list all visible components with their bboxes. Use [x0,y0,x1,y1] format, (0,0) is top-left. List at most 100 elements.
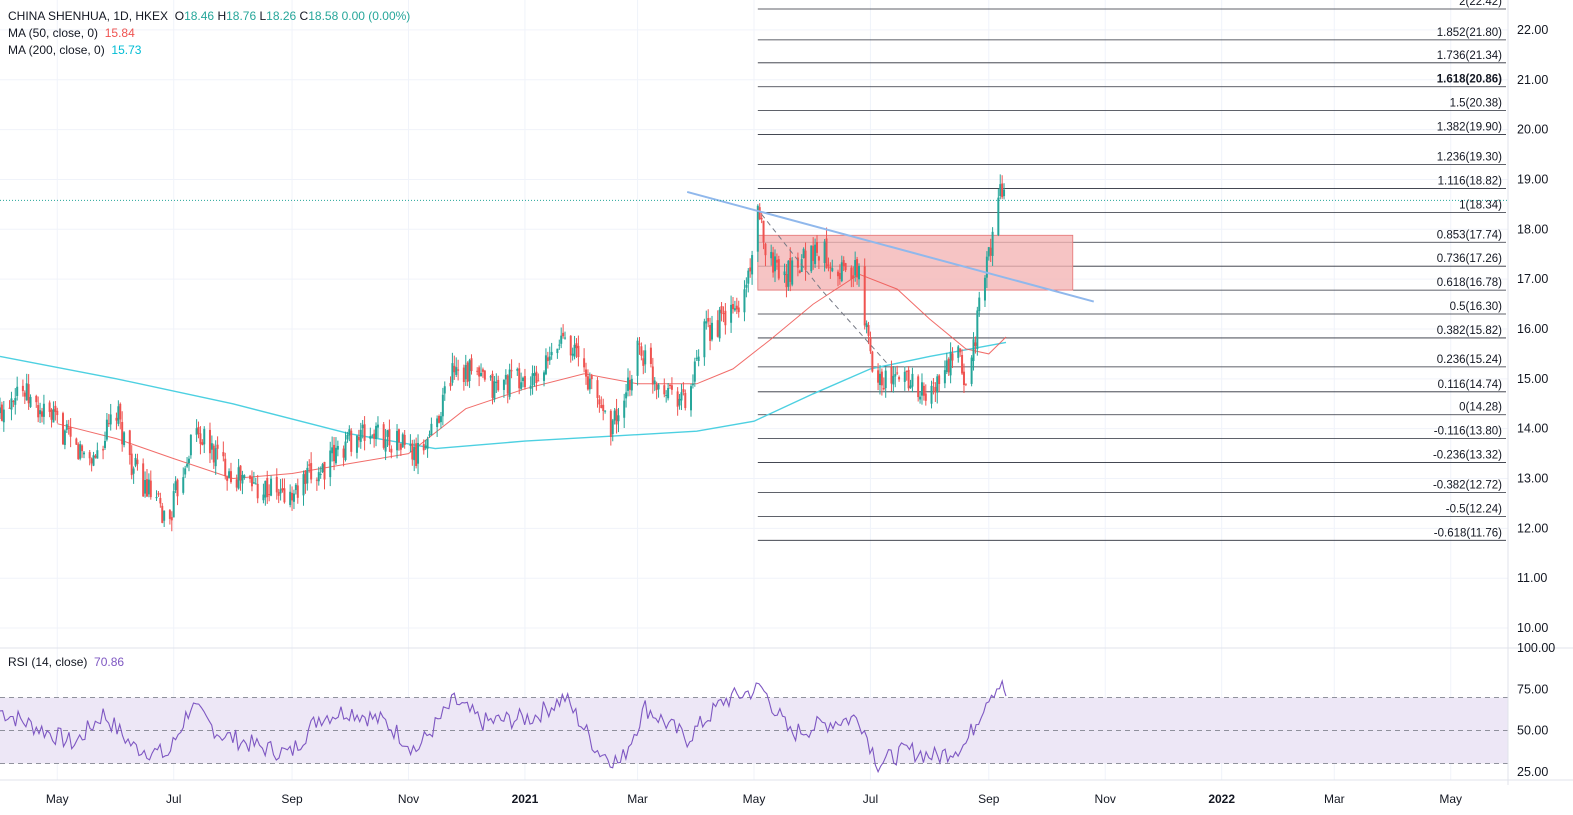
candle-body [491,373,494,398]
candle-body [464,365,467,380]
candle-body [21,385,24,392]
candle-body [14,398,17,405]
candle-body [250,477,253,487]
candle-body [628,380,631,390]
candle-body [531,373,534,386]
candle-body [331,447,334,454]
price-tick-label: 13.00 [1517,472,1548,486]
rsi-legend[interactable]: RSI (14, close) 70.86 [8,655,124,669]
low-value: 18.26 [266,9,297,23]
candle-body [934,386,937,393]
candle-body [508,369,511,397]
candle-body [411,443,414,460]
candle-body [228,471,231,478]
candle-body [623,400,626,418]
close-value: 18.58 [308,9,339,23]
candle-body [823,241,826,263]
candle-body [270,478,273,496]
candle-body [770,251,773,259]
candlesticks [0,174,1006,532]
symbol-name[interactable]: CHINA SHENHUA, 1D, HKEX [8,9,169,23]
candle-body [831,268,834,272]
candle-body [649,347,652,364]
candle-body [783,271,786,276]
candle-body [350,430,353,452]
candle-body [974,342,977,347]
candle-body [168,510,171,519]
candle-body [376,424,379,428]
candle-body [346,434,349,440]
candle-body [535,371,538,384]
time-tick-label: May [1439,792,1462,806]
candle-body [760,217,763,220]
candle-body [294,484,297,491]
price-tick-label: 18.00 [1517,222,1548,236]
candle-body [638,343,641,345]
ma200-legend[interactable]: MA (200, close, 0) 15.73 [8,43,141,57]
candle-body [669,384,672,386]
trendline[interactable] [686,190,1095,303]
ma50-value: 15.84 [104,26,135,40]
fib-level-label: 1.236(19.30) [1437,151,1502,163]
time-axis[interactable]: May Jul Sep Nov 2021 Mar May Jul Sep Nov 2022 Mar Ma… [46,792,1462,806]
ma50-legend[interactable]: MA (50, close, 0) 15.84 [8,26,135,40]
candle-body [455,367,458,375]
candle-body [319,474,322,476]
candle-body [275,476,278,493]
candle-body [892,375,895,385]
price-tick-label: 17.00 [1517,272,1548,286]
candle-body [199,433,202,444]
candle-body [56,410,59,416]
candle-body [476,370,479,372]
candle-body [575,343,578,349]
candle-body [890,366,893,384]
candle-body [510,370,513,372]
candle-body [302,474,305,496]
candle-body [373,433,376,439]
fib-level-label: 0.236(15.24) [1437,354,1502,366]
candle-body [415,443,418,466]
candle-body [1001,183,1004,198]
candle-body [976,310,979,350]
high-value: 18.76 [226,9,257,23]
candle-body [115,417,118,421]
time-tick-label: Sep [281,792,303,806]
candle-body [657,384,660,390]
candle-body [63,430,66,445]
candle-body [789,257,792,282]
candle-body [640,346,643,356]
candle-body [543,372,546,381]
candle-body [147,479,150,495]
candle-body [802,248,805,259]
candle-body [571,353,574,356]
candle-body [585,369,588,377]
price-axis[interactable]: 22.00 21.00 20.00 19.00 18.00 17.00 16.00 15.00… [1517,23,1555,779]
candle-body [898,377,901,380]
candle-body [10,398,13,410]
candle-body [871,351,874,372]
candle-body [957,346,960,358]
fib-level-label: -0.236(13.32) [1433,450,1502,462]
candle-body [814,244,817,265]
candle-body [289,491,292,505]
candle-body [123,432,126,446]
candle-body [516,368,519,371]
candle-body [403,434,406,445]
candle-body [229,471,232,483]
candle-body [747,270,750,284]
candle-body [145,479,148,497]
candle-body [281,488,284,491]
candle-body [189,434,192,456]
candle-body [35,395,38,403]
candle-body [142,463,145,497]
candle-body [651,366,654,385]
candle-body [773,256,776,272]
candle-body [186,464,189,467]
candle-body [130,453,133,476]
ma200-label: MA (200, close, 0) [8,43,105,57]
candle-body [758,207,761,220]
candle-body [54,405,57,412]
candle-body [321,464,324,473]
fib-level-label: 0.736(17.26) [1437,253,1502,265]
